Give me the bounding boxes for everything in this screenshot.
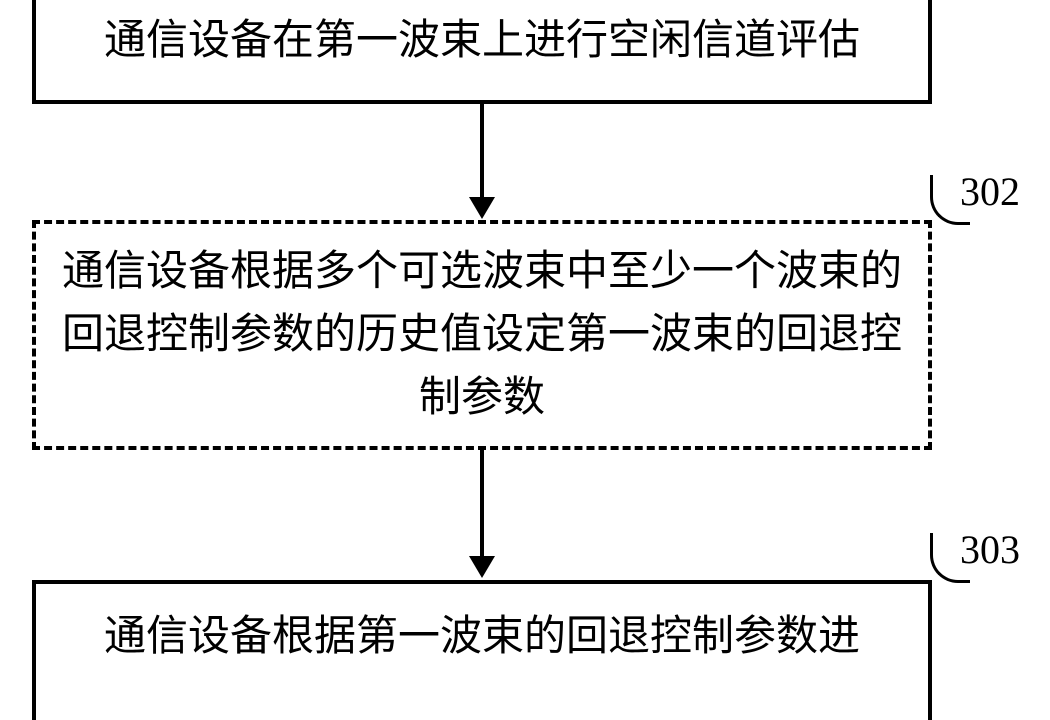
arrow-2-head [469,556,495,578]
arrow-1-head [469,197,495,219]
label-303: 303 [960,526,1020,573]
arrow-1-line [480,104,484,199]
node-2-text: 通信设备根据多个可选波束中至少一个波束的回退控制参数的历史值设定第一波束的回退控… [60,241,904,430]
flowchart-node-1: 通信设备在第一波束上进行空闲信道评估 [32,0,932,104]
flowchart-container: 通信设备在第一波束上进行空闲信道评估 302 通信设备根据多个可选波束中至少一个… [0,0,1050,700]
flowchart-node-3: 通信设备根据第一波束的回退控制参数进 [32,580,932,720]
node-3-text: 通信设备根据第一波束的回退控制参数进 [104,606,860,669]
label-302: 302 [960,168,1020,215]
flowchart-node-2: 通信设备根据多个可选波束中至少一个波束的回退控制参数的历史值设定第一波束的回退控… [32,220,932,450]
arrow-2-line [480,450,484,558]
node-1-text: 通信设备在第一波束上进行空闲信道评估 [104,10,860,73]
